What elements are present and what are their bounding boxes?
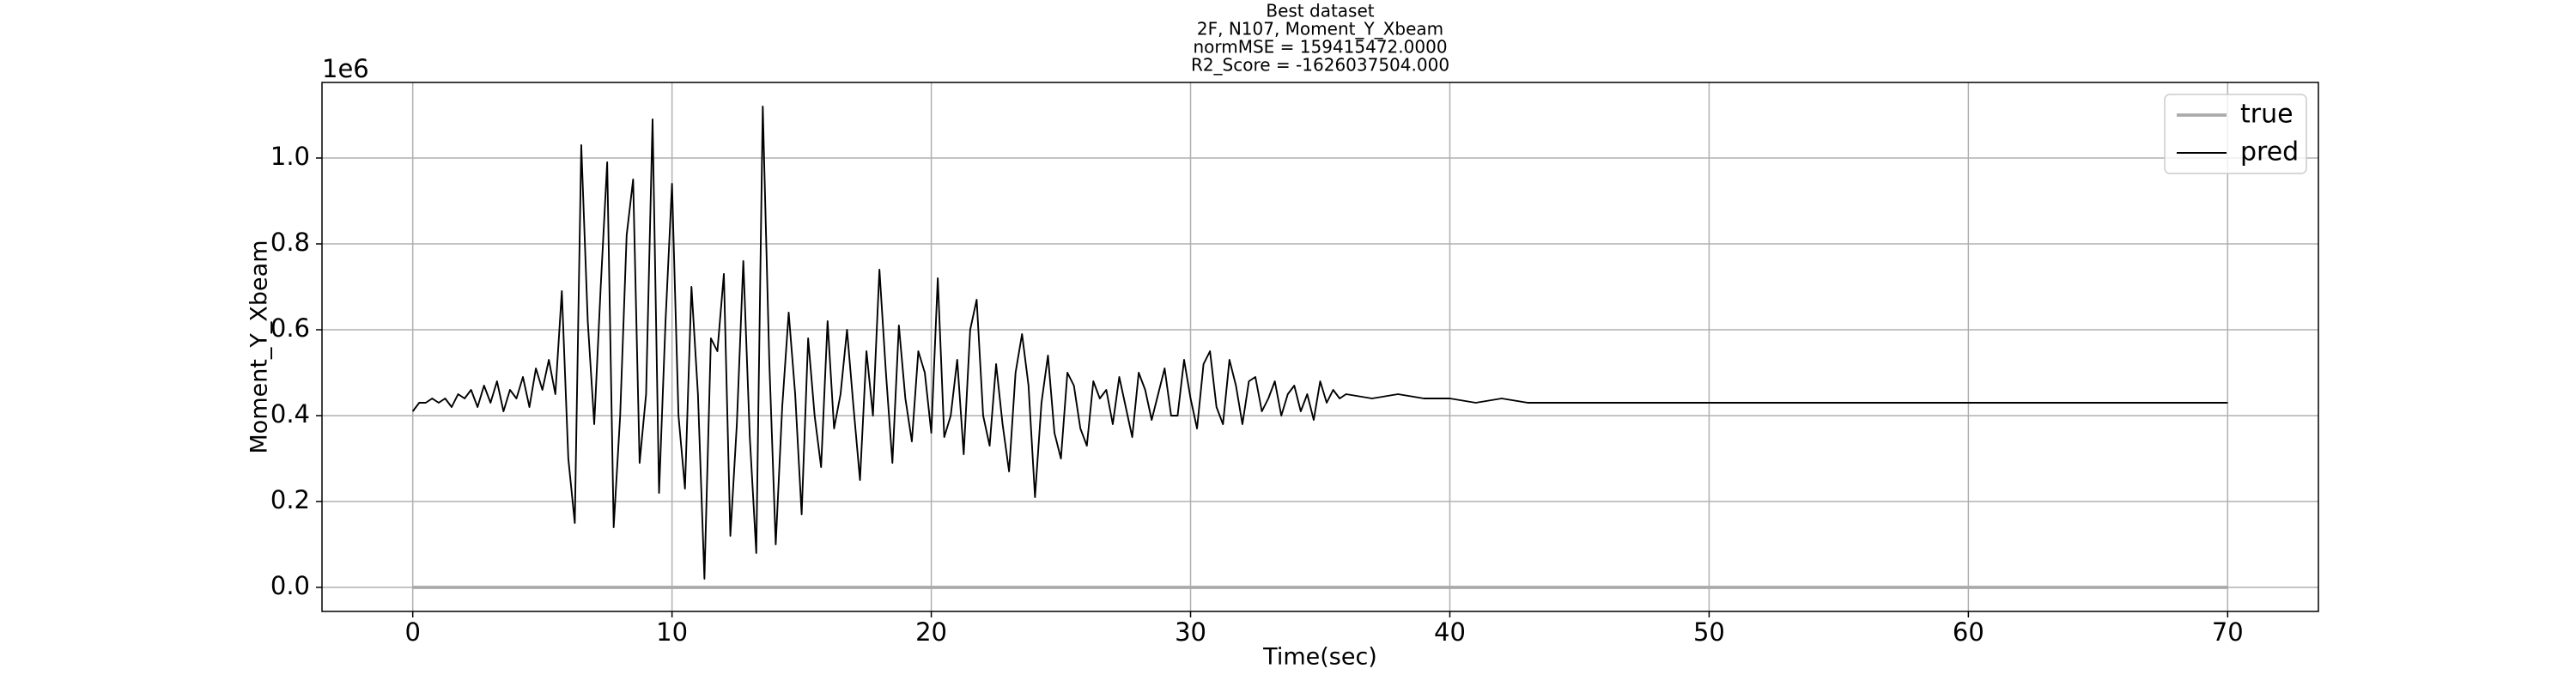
y-tick-label: 0.2 xyxy=(270,485,310,514)
y-offset-label: 1e6 xyxy=(322,54,369,83)
x-tick-label: 20 xyxy=(915,617,947,647)
y-tick-label: 0.8 xyxy=(270,228,310,257)
y-tick-label: 0.6 xyxy=(270,313,310,343)
x-tick-label: 30 xyxy=(1175,617,1206,647)
chart-title: normMSE = 159415472.0000 xyxy=(1193,37,1447,58)
y-tick-label: 0.4 xyxy=(270,399,310,429)
legend-label: true xyxy=(2240,100,2293,130)
y-tick-label: 0.0 xyxy=(270,571,310,600)
chart-title: 2F, N107, Moment_Y_Xbeam xyxy=(1197,19,1443,40)
x-axis-label: Time(sec) xyxy=(1262,644,1377,671)
x-tick-label: 60 xyxy=(1953,617,1984,647)
x-tick-label: 70 xyxy=(2212,617,2244,647)
plot-frame xyxy=(321,82,2319,612)
x-tick-label: 0 xyxy=(404,617,420,647)
series-line xyxy=(411,106,2228,580)
chart-title: R2_Score = -1626037504.000 xyxy=(1191,55,1449,76)
y-axis-label: Moment_Y_Xbeam xyxy=(246,240,273,453)
x-tick-label: 40 xyxy=(1434,617,1466,647)
x-tick-label: 10 xyxy=(656,617,688,647)
y-tick-label: 1.0 xyxy=(270,142,310,171)
legend-label: pred xyxy=(2240,137,2299,167)
chart-title: Best dataset xyxy=(1266,1,1374,21)
x-tick-label: 50 xyxy=(1693,617,1725,647)
